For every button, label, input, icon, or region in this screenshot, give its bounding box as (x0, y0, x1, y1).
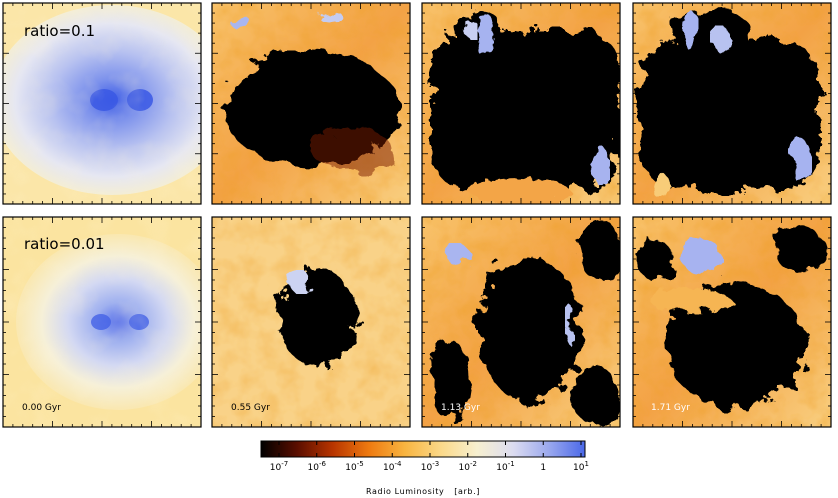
colorbar-tick-label: 101 (573, 460, 589, 473)
colorbar-tick-label: 10-4 (383, 460, 402, 473)
colorbar-tick-label: 10-6 (308, 460, 327, 473)
colorbar-unit: [arb.] (454, 487, 480, 496)
colorbar-ticks (278, 441, 582, 457)
panel-row1-t0 (3, 3, 201, 204)
colorbar-tick-label: 10-2 (459, 460, 477, 473)
panel-row2-t1 (212, 217, 410, 427)
panel-frame-r2-c3 (421, 216, 621, 428)
colorbar-tick-label: 10-1 (496, 460, 514, 473)
colorbar-tick-label: 1 (540, 463, 546, 473)
panel-frame-r2-c2 (211, 216, 411, 428)
panel-frame-r1-c4 (632, 2, 832, 205)
colorbar-tick-label: 10-5 (345, 460, 363, 473)
time-label-t1: 0.55 Gyr (231, 403, 270, 413)
panel-frame-r2-c1 (2, 216, 202, 428)
row1-ratio-label: ratio=0.1 (24, 22, 95, 40)
colorbar-tick-labels: 10-7 10-6 10-5 10-4 10-3 10-2 10-1 1 101 (270, 460, 589, 473)
panel-row2-t0 (3, 217, 201, 427)
colorbar: 10-7 10-6 10-5 10-4 10-3 10-2 10-1 1 101 Radio L… (260, 440, 589, 496)
panel-row1-t2 (422, 3, 620, 204)
time-label-t0: 0.00 Gyr (22, 403, 61, 413)
panel-frames (2, 2, 832, 428)
panel-row1-t1 (212, 3, 410, 204)
panel-row2-t3 (633, 217, 831, 427)
colorbar-bar (260, 440, 586, 458)
panel-frame-r1-c3 (421, 2, 621, 205)
colorbar-title: Radio Luminosity [arb.] (366, 487, 480, 496)
panel-frame-r1-c2 (211, 2, 411, 205)
colorbar-title-text: Radio Luminosity (366, 487, 444, 496)
panel-row2-t2 (422, 217, 620, 427)
panel-row1-t3 (633, 3, 831, 204)
time-label-t3: 1.71 Gyr (651, 403, 690, 413)
panel-frame-r1-c1 (2, 2, 202, 205)
time-label-t2: 1.13 Gyr (441, 403, 480, 413)
colorbar-tick-label: 10-3 (421, 460, 439, 473)
panel-frame-r2-c4 (632, 216, 832, 428)
row2-ratio-label: ratio=0.01 (24, 235, 105, 253)
colorbar-tick-label: 10-7 (270, 460, 288, 473)
